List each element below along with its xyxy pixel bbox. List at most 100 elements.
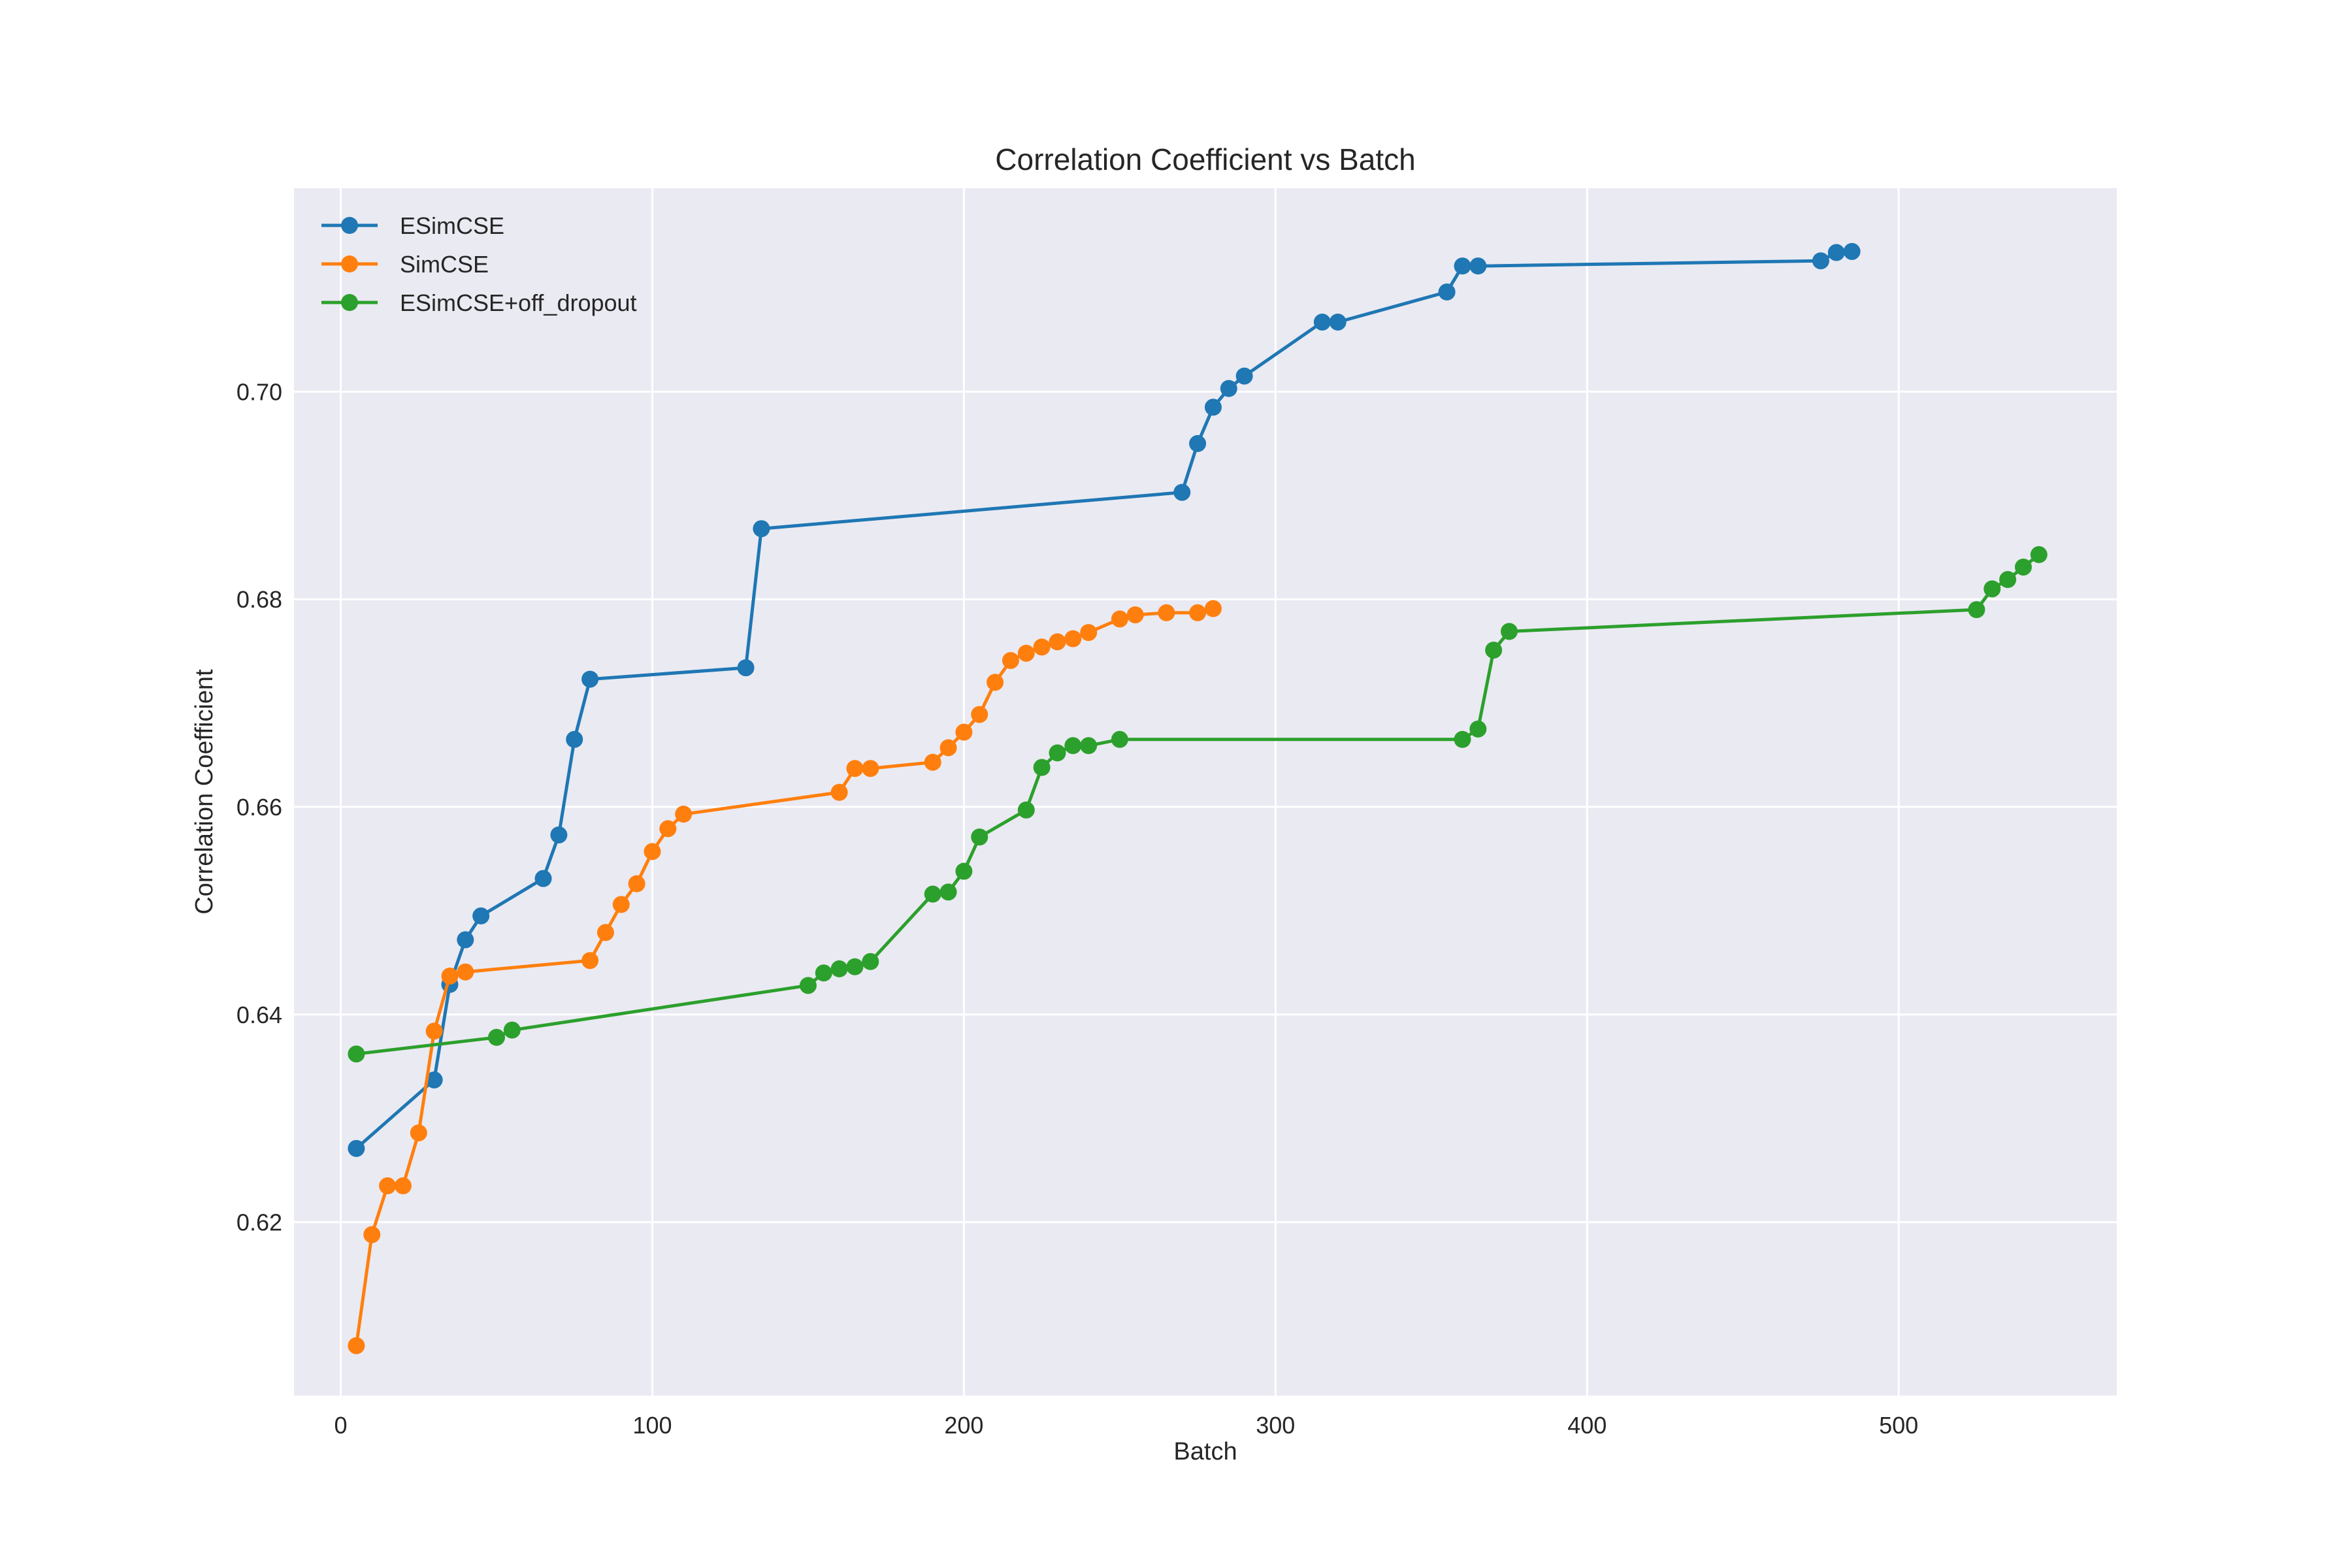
data-point-esimcse (1204, 399, 1222, 416)
data-point-simcse (939, 739, 957, 757)
data-point-esimcse (1173, 483, 1191, 501)
data-point-esimcse-off-dropout (488, 1028, 505, 1046)
legend-marker-esimcse (341, 217, 358, 234)
data-point-simcse (987, 674, 1004, 691)
data-point-esimcse-off-dropout (348, 1045, 365, 1063)
data-point-simcse (1111, 610, 1128, 628)
data-point-esimcse-off-dropout (2014, 558, 2032, 576)
data-point-simcse (612, 896, 630, 913)
grid-lines (294, 188, 2117, 1396)
data-point-esimcse (737, 659, 755, 677)
data-point-simcse (846, 760, 864, 777)
data-point-esimcse (550, 826, 568, 843)
data-point-simcse (596, 924, 614, 941)
series-simcse (348, 600, 1222, 1354)
data-point-esimcse-off-dropout (799, 977, 817, 994)
legend-label-simcse: SimCSE (400, 251, 489, 278)
data-point-esimcse-off-dropout (955, 862, 973, 880)
x-tick-label: 400 (1567, 1412, 1607, 1439)
data-point-simcse (363, 1226, 381, 1243)
data-point-simcse (379, 1177, 397, 1195)
data-point-esimcse (1220, 380, 1237, 397)
data-point-simcse (659, 820, 677, 838)
data-point-esimcse (753, 520, 770, 538)
data-point-esimcse-off-dropout (846, 958, 864, 975)
x-tick-label: 300 (1256, 1412, 1295, 1439)
data-point-esimcse-off-dropout (1968, 601, 1985, 619)
data-point-esimcse (457, 931, 474, 949)
y-tick-label: 0.68 (237, 586, 282, 613)
data-point-simcse (1158, 604, 1175, 621)
data-point-simcse (1189, 604, 1207, 621)
data-point-simcse (348, 1337, 365, 1354)
legend-marker-simcse (341, 255, 358, 272)
data-point-esimcse-off-dropout (1064, 737, 1082, 755)
data-point-esimcse (348, 1139, 365, 1157)
data-point-esimcse-off-dropout (1501, 623, 1518, 640)
x-axis-ticks: 0 100 200 300 400 500 (335, 1412, 1919, 1439)
data-point-simcse (675, 806, 693, 823)
data-point-esimcse (534, 870, 552, 887)
legend-item-esimcse-off-dropout: ESimCSE+off_dropout (321, 289, 637, 316)
data-point-esimcse-off-dropout (1999, 571, 2017, 589)
data-point-esimcse-off-dropout (2030, 546, 2048, 563)
y-tick-label: 0.66 (237, 794, 282, 821)
data-point-simcse (410, 1124, 427, 1141)
data-point-simcse (1064, 630, 1082, 647)
data-point-simcse (830, 783, 848, 801)
data-point-esimcse (472, 907, 490, 924)
x-tick-label: 500 (1879, 1412, 1918, 1439)
data-point-esimcse-off-dropout (503, 1021, 521, 1039)
data-point-esimcse (566, 730, 583, 748)
data-point-simcse (457, 963, 474, 981)
data-point-esimcse-off-dropout (924, 885, 941, 903)
y-tick-label: 0.62 (237, 1209, 282, 1236)
legend: ESimCSE SimCSE ESimCSE+off_dropout (321, 212, 637, 316)
data-point-simcse (628, 875, 645, 892)
data-point-simcse (581, 952, 599, 970)
data-point-esimcse (1843, 242, 1861, 260)
data-point-simcse (1126, 606, 1144, 624)
data-point-simcse (1017, 644, 1035, 662)
data-point-esimcse-off-dropout (815, 964, 832, 982)
data-point-esimcse (1313, 313, 1331, 331)
y-axis-ticks: 0.62 0.64 0.66 0.68 0.70 (237, 378, 282, 1235)
data-point-esimcse-off-dropout (1485, 642, 1503, 659)
data-point-esimcse (1189, 434, 1207, 452)
data-point-esimcse-off-dropout (1080, 737, 1098, 755)
data-point-simcse (955, 723, 973, 741)
legend-item-esimcse: ESimCSE (321, 212, 504, 239)
series-esimcse-off-dropout (348, 546, 2048, 1063)
data-point-simcse (1033, 638, 1051, 656)
data-point-simcse (862, 760, 879, 777)
data-point-simcse (425, 1022, 443, 1040)
data-point-esimcse-off-dropout (830, 960, 848, 977)
data-point-simcse (394, 1177, 412, 1195)
data-point-esimcse-off-dropout (939, 883, 957, 901)
legend-label-esimcse: ESimCSE (400, 212, 504, 239)
data-point-esimcse (1469, 257, 1487, 275)
legend-item-simcse: SimCSE (321, 251, 489, 278)
x-axis-label: Batch (1173, 1438, 1237, 1465)
data-point-simcse (1049, 633, 1066, 651)
data-point-esimcse (1454, 257, 1471, 275)
data-point-esimcse (1827, 244, 1845, 261)
data-point-simcse (644, 843, 661, 860)
data-point-simcse (1080, 624, 1098, 642)
data-point-esimcse-off-dropout (1033, 759, 1051, 776)
x-tick-label: 0 (335, 1412, 348, 1439)
data-point-esimcse (581, 670, 599, 688)
data-point-esimcse-off-dropout (1984, 580, 2001, 598)
series-esimcse (348, 242, 1861, 1157)
data-point-esimcse-off-dropout (1469, 720, 1487, 738)
plot-area (294, 188, 2117, 1396)
data-point-esimcse-off-dropout (1017, 801, 1035, 819)
data-point-esimcse (1438, 283, 1456, 301)
data-point-simcse (971, 706, 988, 723)
data-point-simcse (441, 968, 459, 985)
data-point-esimcse-off-dropout (862, 953, 879, 970)
y-tick-label: 0.70 (237, 378, 282, 405)
y-tick-label: 0.64 (237, 1002, 282, 1028)
data-point-esimcse-off-dropout (1111, 730, 1128, 748)
